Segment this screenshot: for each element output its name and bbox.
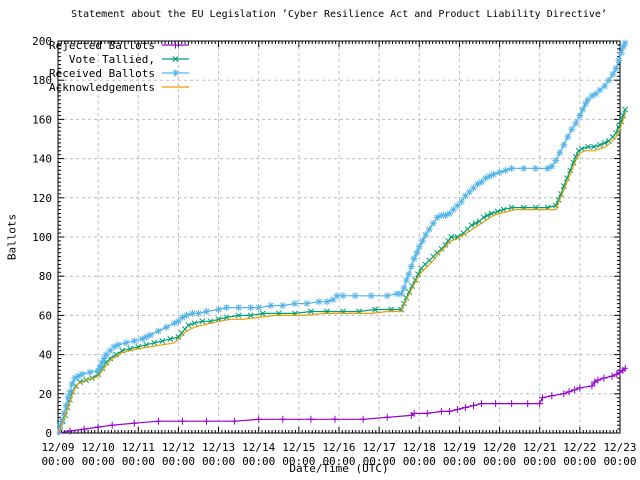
- x-tick-label-date: 12/19: [443, 441, 476, 454]
- x-tick-label-date: 12/15: [282, 441, 315, 454]
- x-tick-label-time: 00:00: [363, 455, 396, 468]
- x-tick-label-time: 00:00: [82, 455, 115, 468]
- y-tick-label: 100: [32, 231, 52, 244]
- y-tick-label: 40: [39, 349, 52, 362]
- chart-title: Statement about the EU Legislation ’Cybe…: [71, 9, 607, 20]
- x-tick-label-time: 00:00: [162, 455, 195, 468]
- y-tick-label: 120: [32, 192, 52, 205]
- y-tick-label: 180: [32, 74, 52, 87]
- x-tick-labels: 12/0900:0012/1000:0012/1100:0012/1200:00…: [41, 441, 636, 468]
- legend-sample-marker-rejected-ballots: [172, 41, 179, 49]
- x-tick-label-date: 12/09: [41, 441, 74, 454]
- x-tick-label-date: 12/20: [483, 441, 516, 454]
- legend-label-acknowledgements: Acknowledgements: [49, 81, 155, 94]
- legend-label-rejected-ballots: Rejected Ballots: [49, 39, 155, 52]
- x-tick-label-date: 12/17: [363, 441, 396, 454]
- legend-label-received-ballots: Received Ballots: [49, 67, 155, 80]
- series-acknowledgements: [57, 113, 626, 434]
- x-tick-label-date: 12/14: [242, 441, 275, 454]
- x-tick-label-date: 12/13: [202, 441, 235, 454]
- series-line-acknowledgements: [57, 113, 626, 434]
- x-tick-label-time: 00:00: [403, 455, 436, 468]
- x-tick-label-time: 00:00: [122, 455, 155, 468]
- x-tick-label-date: 12/18: [403, 441, 436, 454]
- series-received-ballots: [57, 39, 628, 435]
- x-tick-label-time: 00:00: [202, 455, 235, 468]
- x-tick-label-date: 12/11: [122, 441, 155, 454]
- x-tick-label-date: 12/10: [82, 441, 115, 454]
- x-tick-label-time: 00:00: [41, 455, 74, 468]
- x-tick-label-date: 12/23: [603, 441, 636, 454]
- series-markers-vote-tallied: [57, 106, 628, 435]
- x-tick-label-time: 00:00: [322, 455, 355, 468]
- y-axis-label: Ballots: [5, 213, 19, 261]
- x-tick-label-time: 00:00: [282, 455, 315, 468]
- legend-sample-marker-received-ballots: [172, 69, 179, 77]
- y-tick-label: 200: [32, 35, 52, 48]
- legend-label-vote-tallied: Vote Tallied,: [69, 53, 155, 66]
- series-markers-rejected-ballots: [57, 364, 628, 435]
- y-tick-label: 60: [39, 309, 52, 322]
- y-tick-label: 0: [45, 427, 52, 440]
- x-tick-label-time: 00:00: [603, 455, 636, 468]
- x-tick-label-time: 00:00: [523, 455, 556, 468]
- x-tick-label-date: 12/22: [563, 441, 596, 454]
- series-vote-tallied: [57, 106, 628, 435]
- y-tick-label: 140: [32, 153, 52, 166]
- plot-border: [57, 40, 621, 434]
- legend-sample-marker-vote-tallied: [172, 56, 179, 62]
- grid-lines: [58, 41, 620, 433]
- x-axis-label: Date/Time (UTC): [289, 462, 389, 475]
- y-tick-label: 80: [39, 270, 52, 283]
- y-tick-label: 20: [39, 388, 52, 401]
- y-tick-label: 160: [32, 113, 52, 126]
- x-tick-label-date: 12/21: [523, 441, 556, 454]
- x-tick-label-date: 12/12: [162, 441, 195, 454]
- x-tick-label-date: 12/16: [322, 441, 355, 454]
- series-rejected-ballots: [57, 364, 628, 435]
- series-markers-received-ballots: [57, 39, 628, 435]
- x-tick-label-time: 00:00: [563, 455, 596, 468]
- x-tick-label-time: 00:00: [443, 455, 476, 468]
- x-tick-label-time: 00:00: [242, 455, 275, 468]
- x-tick-label-time: 00:00: [483, 455, 516, 468]
- y-tick-labels: 0 20 40 60 80 100 120 140 160 180 200: [32, 35, 52, 440]
